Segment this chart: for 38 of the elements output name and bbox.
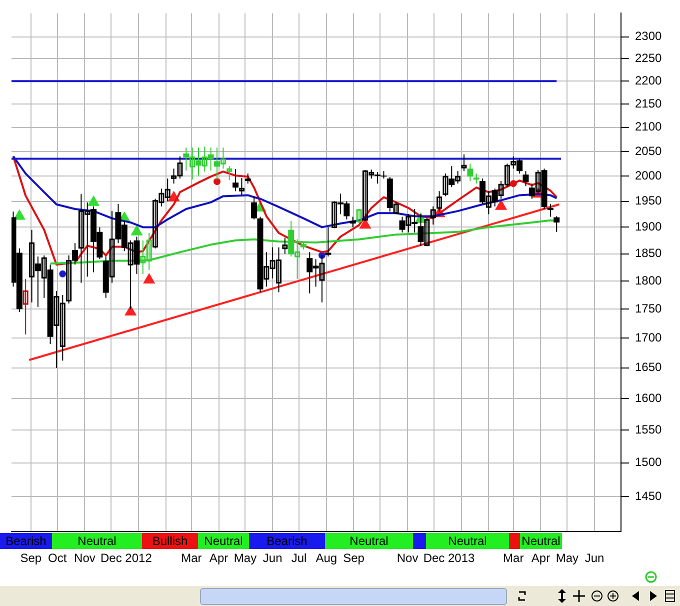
x-tick-label: Mar: [181, 551, 202, 566]
sentiment-strip: Bearish Neutral Bullish Neutral Bearish Neutral Neutral Neutral: [0, 532, 562, 549]
y-tick-label: 1750: [635, 301, 662, 316]
y-tick-label: 2050: [635, 144, 662, 158]
y-tick-label: 1650: [635, 360, 662, 374]
x-tick-label: Dec: [423, 551, 445, 566]
y-tick-label: 1850: [635, 246, 662, 260]
y-tick-label: 2150: [635, 96, 662, 110]
x-tick-label: Jun: [262, 551, 282, 566]
y-tick-label: 2250: [635, 50, 662, 65]
y-tick-label: 1700: [635, 330, 662, 344]
x-tick-label: 2012: [125, 551, 152, 566]
y-tick-label: 2100: [635, 120, 662, 134]
y-tick-label: 1450: [635, 488, 662, 503]
x-tick-label: Nov: [396, 551, 418, 566]
x-tick-label: Aug: [316, 551, 338, 566]
x-tick-label: Jun: [584, 551, 604, 566]
x-tick-label: 2013: [448, 551, 476, 566]
x-tick-label: Apr: [531, 551, 550, 566]
x-tick-label: May: [556, 551, 579, 566]
y-tick-label: 1800: [635, 273, 662, 288]
x-tick-label: Sep: [343, 551, 365, 566]
y-tick-label: 2300: [635, 29, 662, 44]
y-tick-label: 1500: [635, 455, 662, 470]
y-tick-label: 1550: [635, 422, 662, 436]
y-tick-label: 1600: [635, 390, 662, 405]
x-tick-label: Apr: [209, 551, 228, 566]
x-tick-label: Dec: [100, 551, 122, 566]
x-tick-label: Nov: [74, 551, 96, 566]
x-tick-label: Jul: [291, 551, 307, 566]
y-tick-label: 2200: [635, 73, 662, 88]
y-tick-label: 1950: [635, 194, 662, 208]
x-tick-label: May: [234, 551, 257, 566]
y-tick-label: 2000: [635, 168, 662, 182]
x-tick-label: Oct: [48, 551, 68, 566]
x-tick-label: Sep: [20, 551, 42, 566]
y-tick-label: 1900: [635, 220, 662, 234]
x-tick-label: Mar: [503, 551, 524, 566]
